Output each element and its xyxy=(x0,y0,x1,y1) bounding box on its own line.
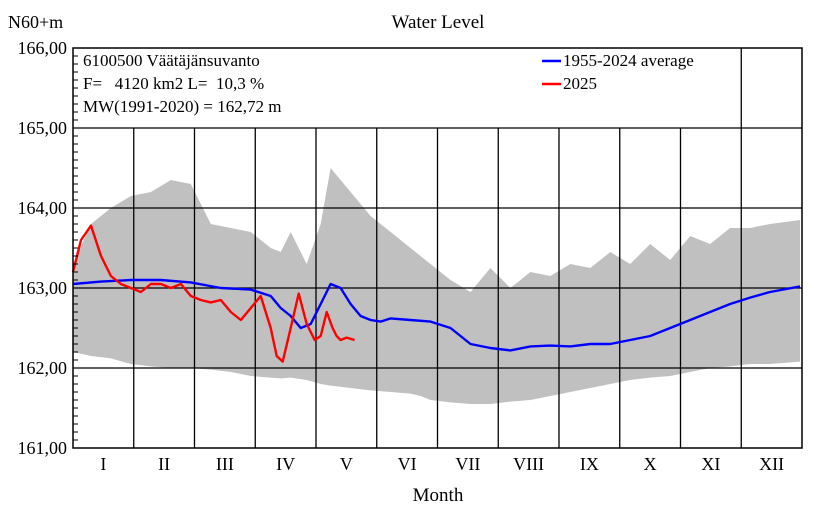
y-tick-label: 164,00 xyxy=(18,198,68,218)
legend: 1955-2024 average 2025 xyxy=(542,51,694,93)
grid-layer xyxy=(73,48,802,448)
month-tick-label: IX xyxy=(580,454,599,474)
month-tick-label: V xyxy=(340,454,353,474)
x-axis-label: Month xyxy=(413,485,464,506)
y-tick-label: 163,00 xyxy=(18,278,68,298)
month-tick-label: II xyxy=(158,454,170,474)
legend-label-2025: 2025 xyxy=(563,74,597,93)
month-tick-label: VIII xyxy=(513,454,544,474)
series-layer xyxy=(71,224,801,363)
chart-title: Water Level xyxy=(392,12,485,33)
y-tick-label: 165,00 xyxy=(18,118,68,138)
month-tick-label: III xyxy=(216,454,234,474)
month-tick-label: XII xyxy=(759,454,784,474)
y-tick-label: 161,00 xyxy=(18,438,68,458)
mean-label: MW(1991-2020) = 162,72 m xyxy=(83,97,281,116)
y-tick-label: 162,00 xyxy=(18,358,68,378)
y-tick-label: 166,00 xyxy=(18,38,68,58)
plot-frame xyxy=(72,47,803,449)
area-label: F= 4120 km2 L= 10,3 % xyxy=(83,74,264,93)
station-label: 6100500 Väätäjänsuvanto xyxy=(83,51,260,70)
month-tick-label: VII xyxy=(455,454,480,474)
legend-label-average: 1955-2024 average xyxy=(563,51,694,70)
average-series-line xyxy=(72,278,801,352)
month-tick-label: I xyxy=(100,454,106,474)
y-axis-label: N60+m xyxy=(8,12,63,32)
month-tick-label: X xyxy=(644,454,657,474)
month-tick-label: VI xyxy=(398,454,417,474)
month-tick-label: IV xyxy=(276,454,295,474)
month-tick-label: XI xyxy=(701,454,720,474)
series-2025-line xyxy=(71,224,355,363)
